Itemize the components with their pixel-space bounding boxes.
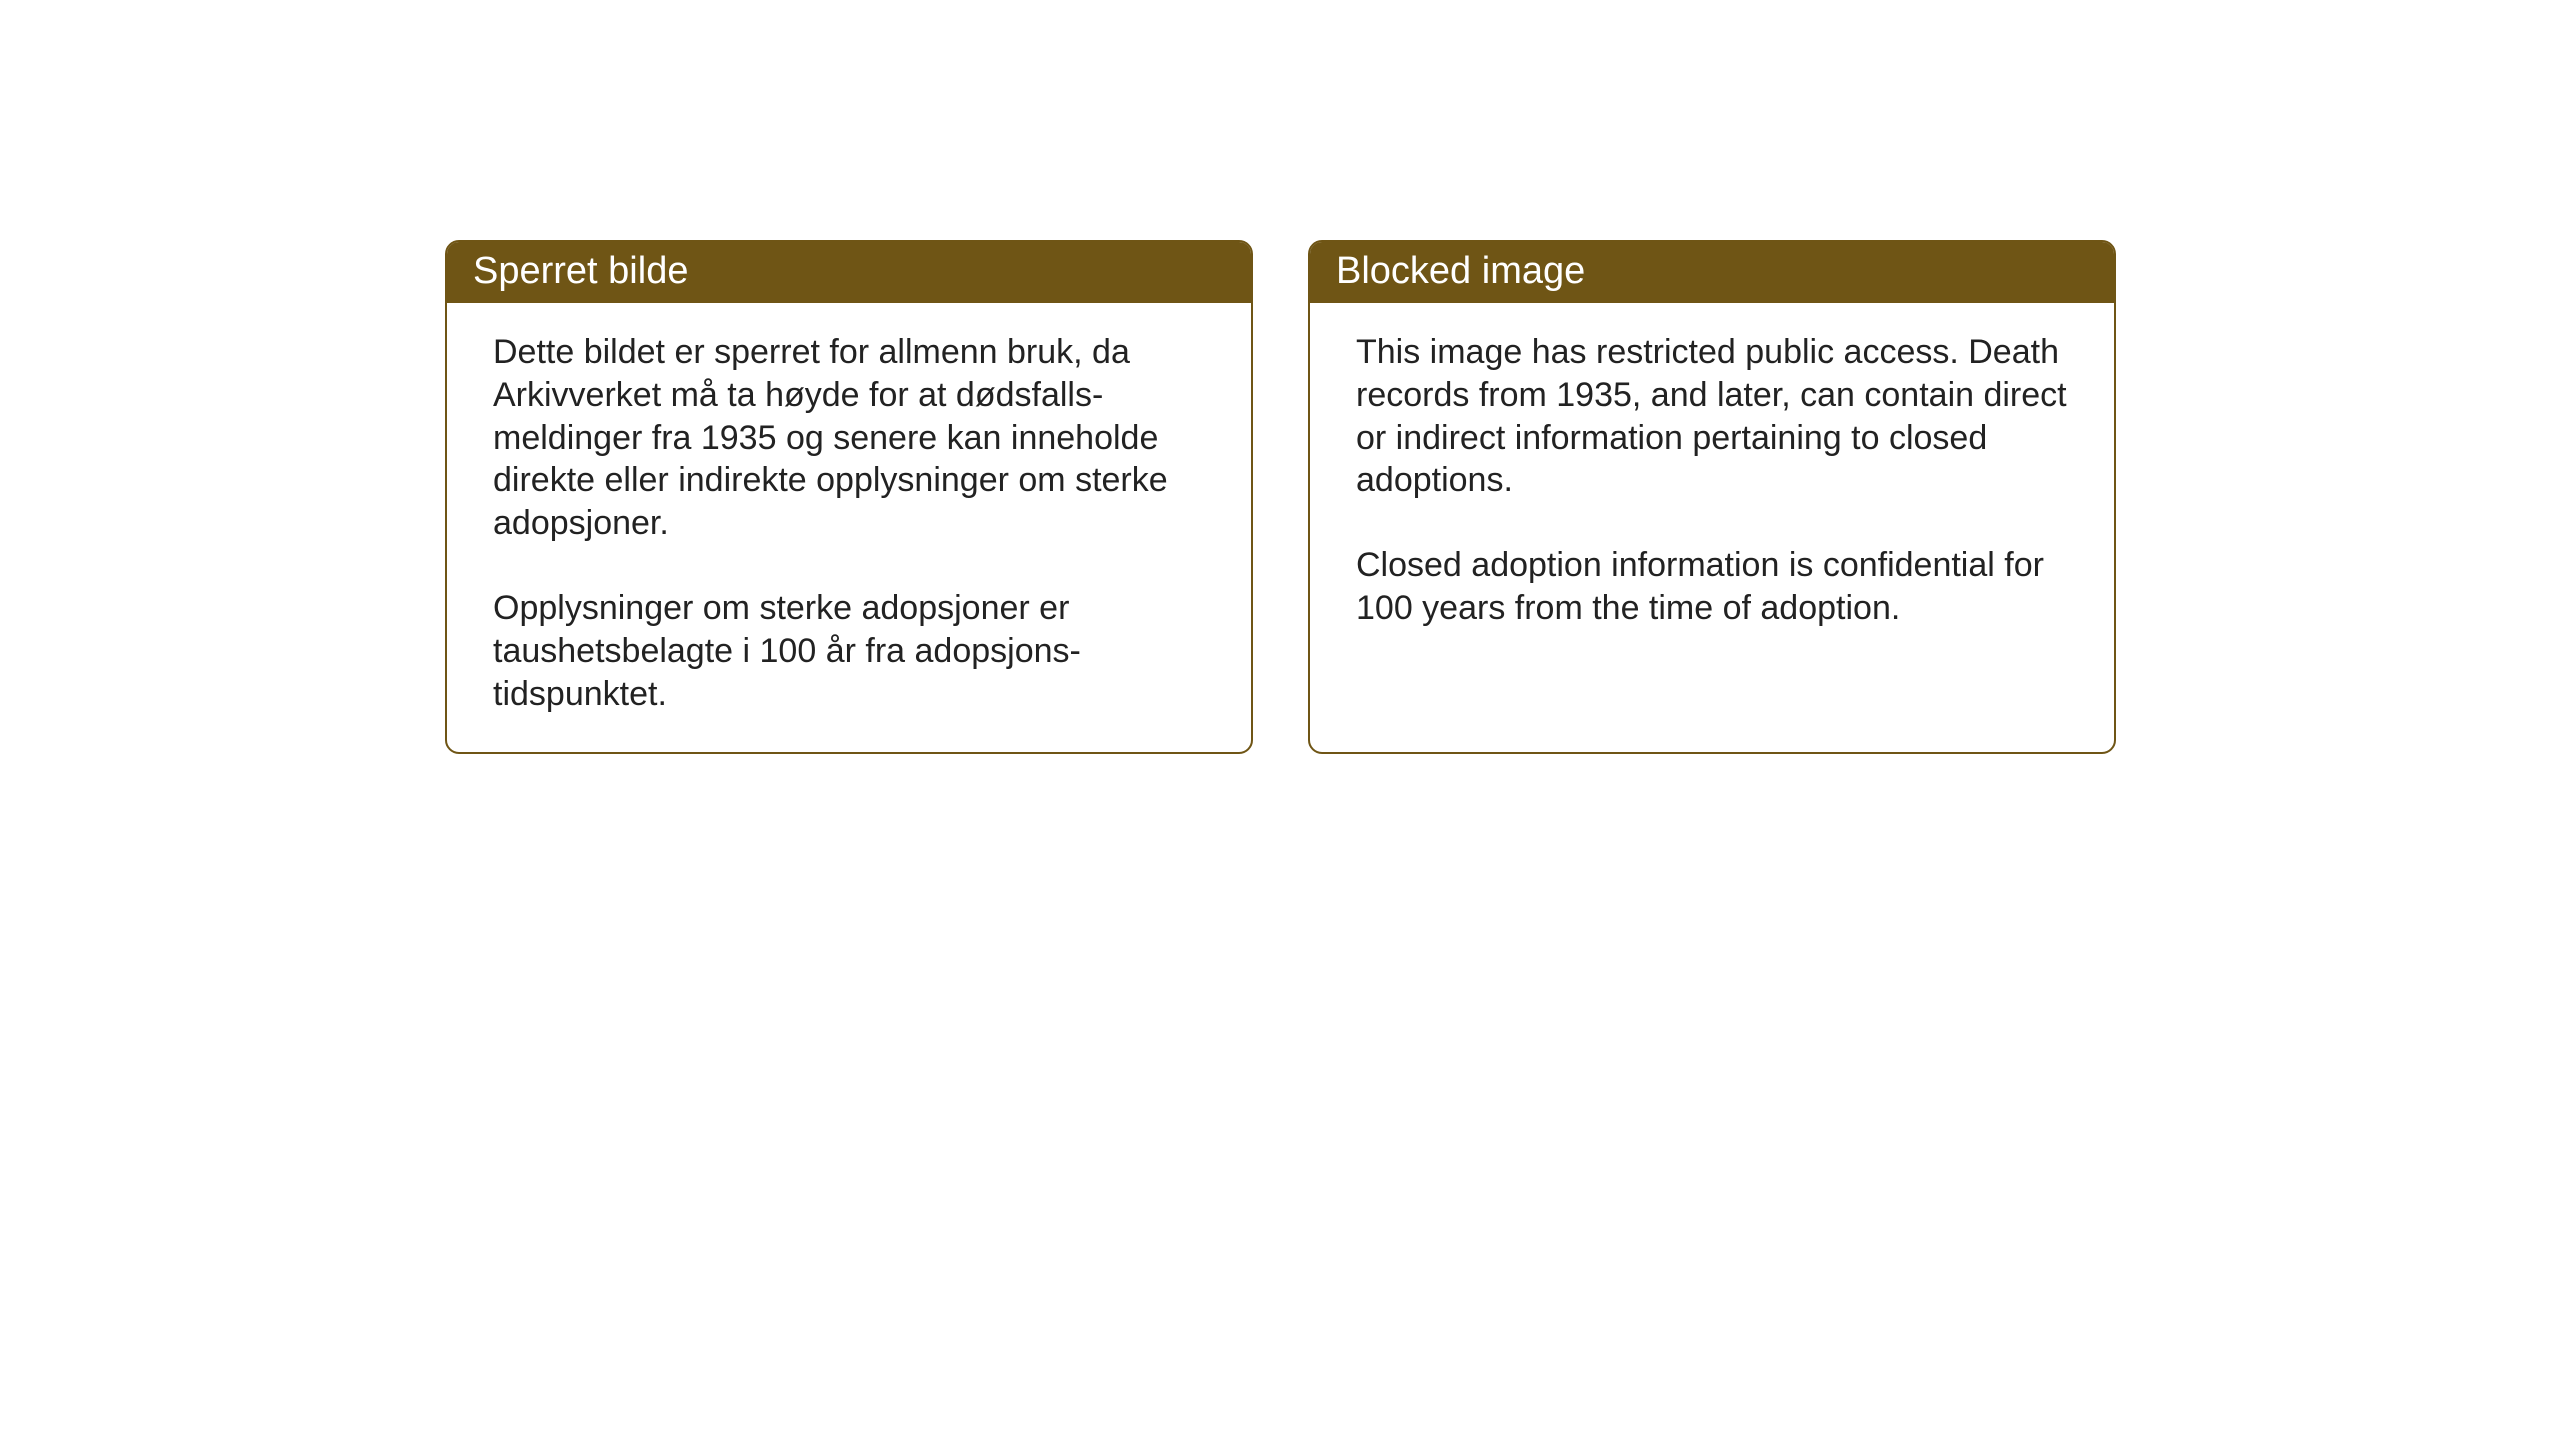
paragraph-norwegian-1: Dette bildet er sperret for allmenn bruk… <box>493 331 1211 545</box>
notice-card-norwegian: Sperret bilde Dette bildet er sperret fo… <box>445 240 1253 754</box>
card-header-norwegian: Sperret bilde <box>447 242 1251 303</box>
paragraph-english-1: This image has restricted public access.… <box>1356 331 2074 502</box>
card-body-english: This image has restricted public access.… <box>1310 303 2114 664</box>
card-body-norwegian: Dette bildet er sperret for allmenn bruk… <box>447 303 1251 750</box>
paragraph-english-2: Closed adoption information is confident… <box>1356 544 2074 630</box>
notice-container: Sperret bilde Dette bildet er sperret fo… <box>445 240 2116 754</box>
card-header-english: Blocked image <box>1310 242 2114 303</box>
card-title-norwegian: Sperret bilde <box>473 250 688 292</box>
paragraph-norwegian-2: Opplysninger om sterke adopsjoner er tau… <box>493 587 1211 715</box>
notice-card-english: Blocked image This image has restricted … <box>1308 240 2116 754</box>
card-title-english: Blocked image <box>1336 250 1585 292</box>
